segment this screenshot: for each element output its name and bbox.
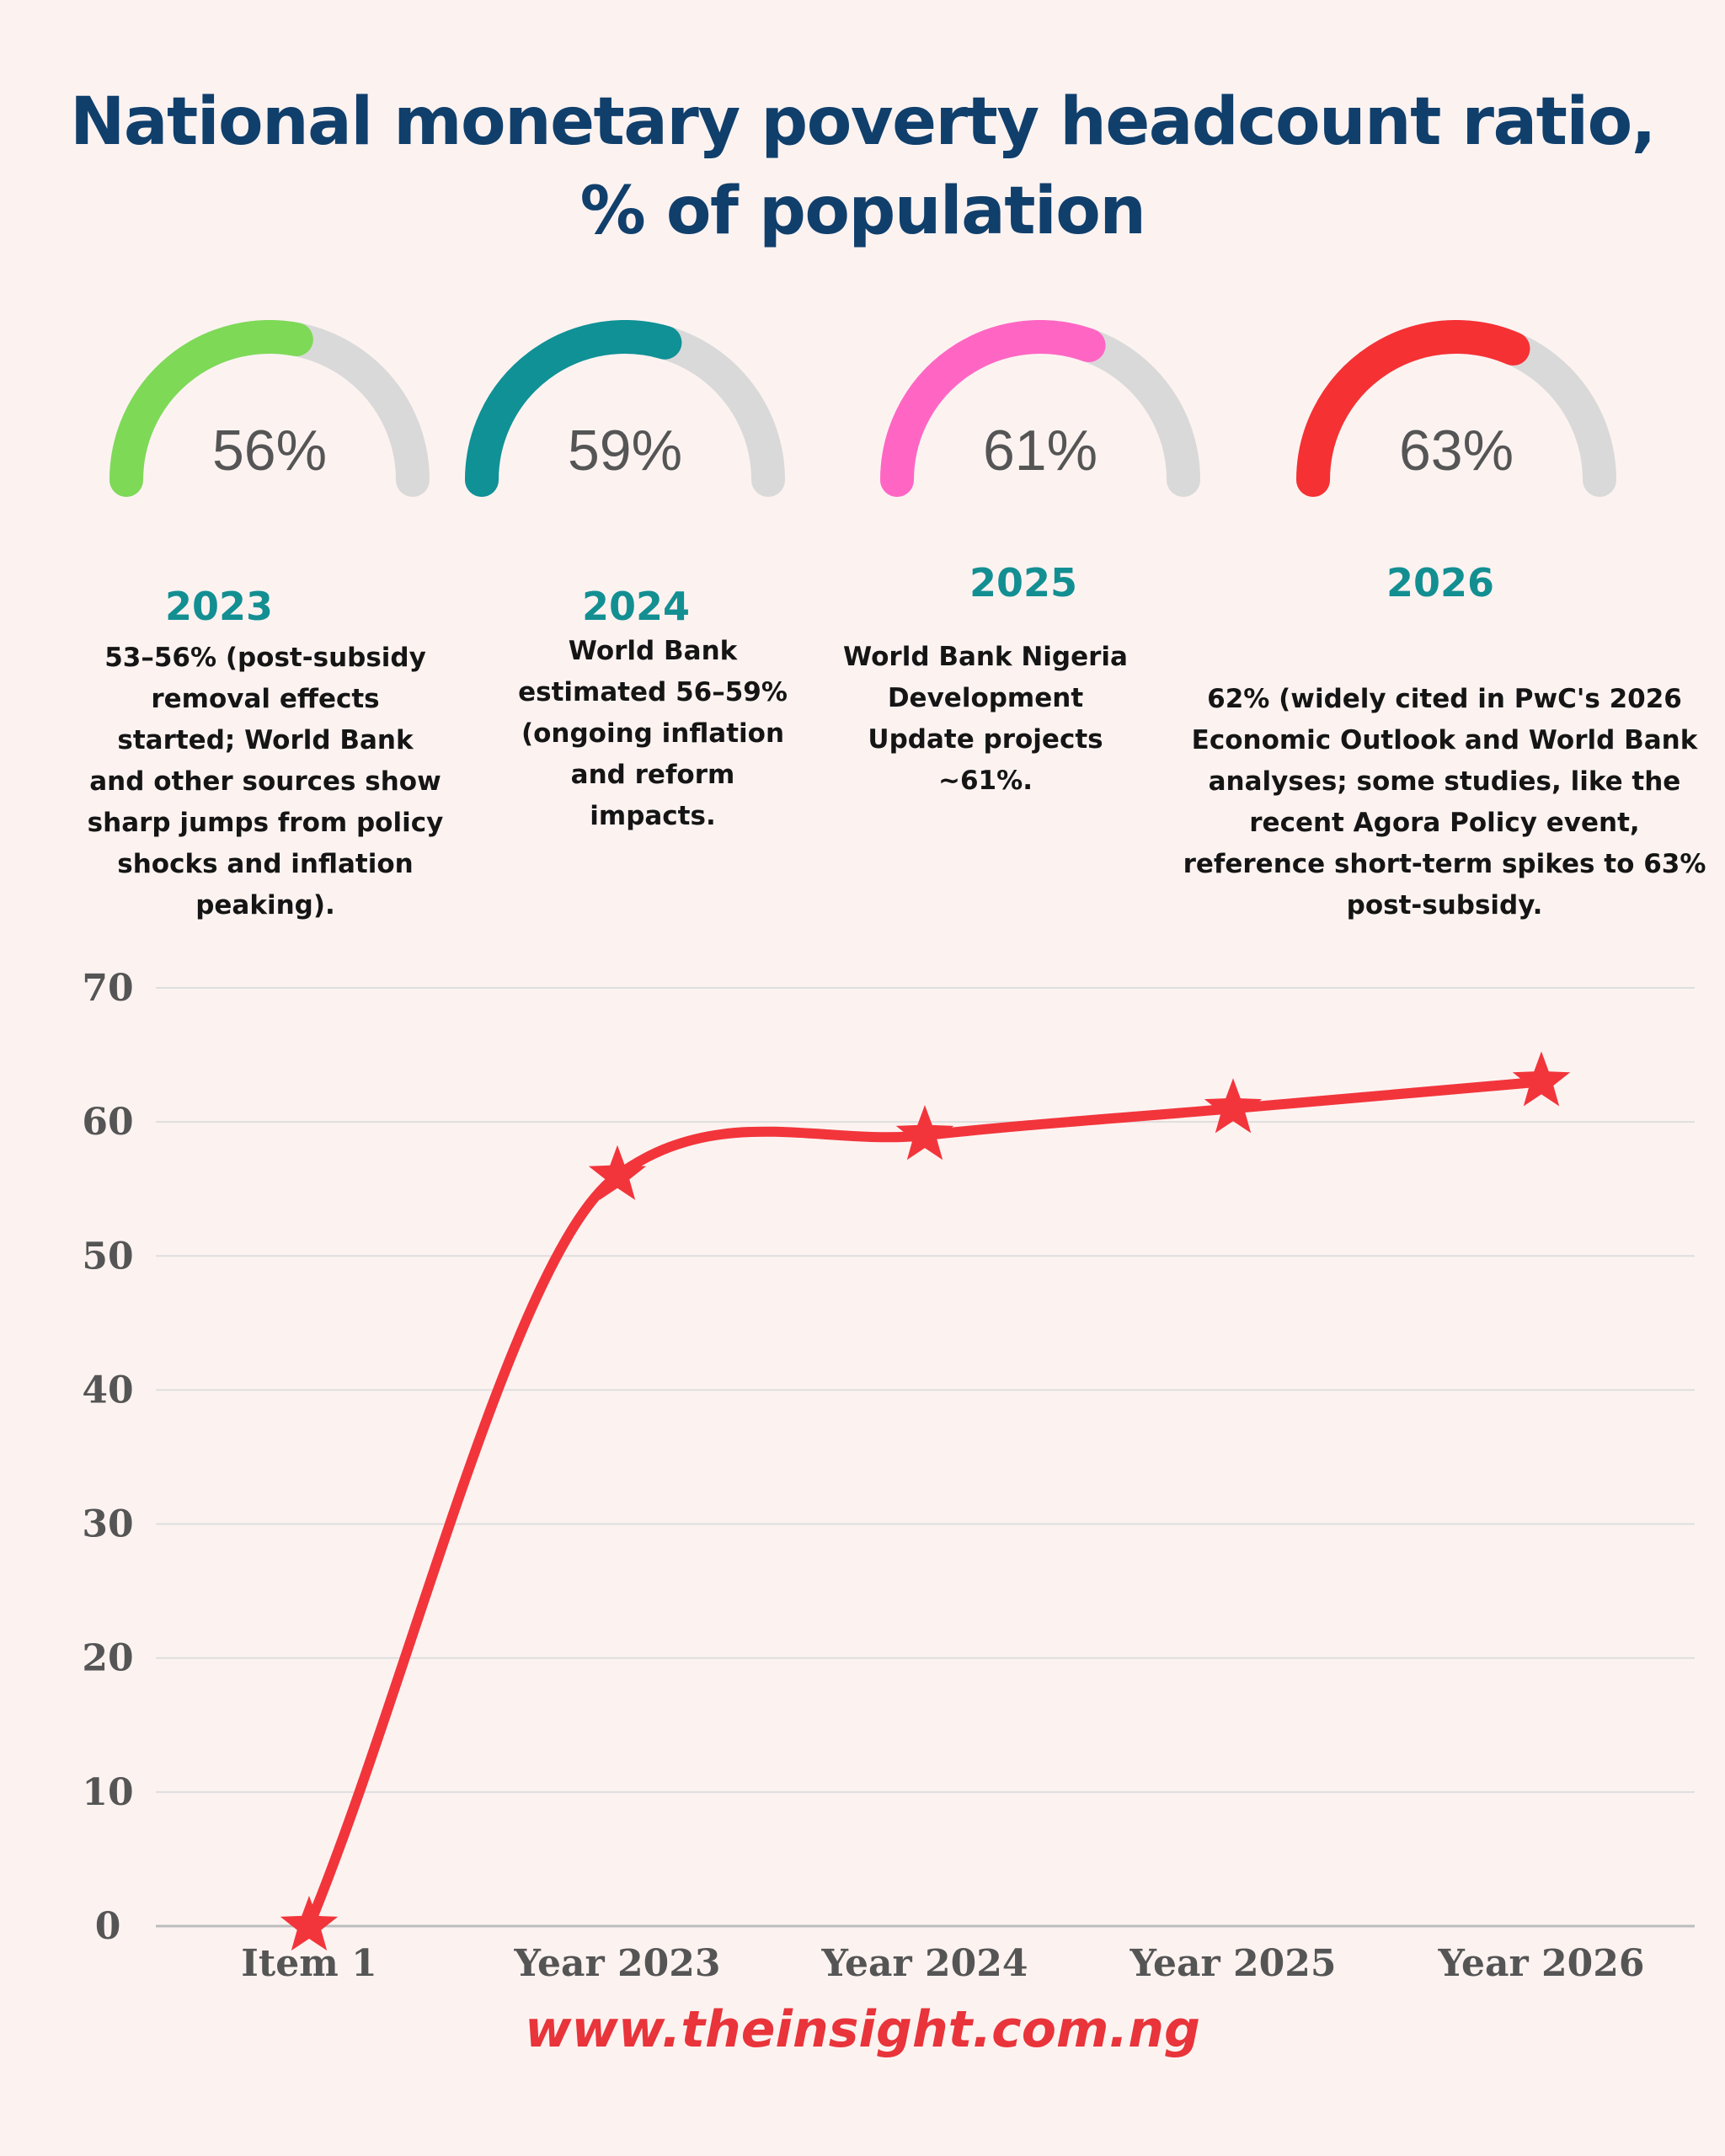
data-point-star [1204, 1078, 1263, 1134]
gauge-fill [109, 320, 313, 497]
x-tick-label: Item 1 [241, 1942, 377, 1985]
y-tick-label: 40 [82, 1369, 133, 1412]
x-tick-label: Year 2023 [513, 1942, 720, 1985]
year-heading-2026: 2026 [1386, 560, 1495, 606]
data-point-star [280, 1896, 339, 1951]
year-heading-2023: 2023 [164, 584, 274, 629]
gauge-arc [465, 320, 785, 497]
data-point-star [588, 1145, 647, 1200]
description-line: Economic Outlook and World Bank [1191, 725, 1698, 755]
year-heading-2025: 2025 [969, 560, 1078, 606]
website-url: www.theinsight.com.ng [525, 2000, 1200, 2059]
data-point-star [895, 1105, 954, 1161]
description-2025: World Bank Nigeria Development Update pr… [842, 637, 1129, 802]
description-line: Development [887, 683, 1084, 713]
x-tick-label: Year 2026 [1437, 1942, 1644, 1985]
data-point-star [1512, 1051, 1571, 1107]
gauge-arc [1296, 320, 1616, 497]
description-2024: World Bank estimated 56–59% (ongoing inf… [505, 631, 800, 837]
description-line: analyses; some studies, like the [1208, 766, 1681, 797]
gauge-value: 61% [982, 419, 1098, 483]
gauge-2025: 61% [863, 320, 1217, 505]
description-2026: 62% (widely cited in PwC's 2026 Economic… [1171, 679, 1718, 926]
chart-title-line-1: National monetary poverty headcount rati… [70, 84, 1656, 160]
description-line: peaking). [195, 890, 335, 921]
description-line: (ongoing inflation [521, 718, 785, 749]
gauge-value: 63% [1398, 419, 1514, 483]
description-line: 53–56% (post-subsidy [104, 643, 426, 673]
chart-title: National monetary poverty headcount rati… [0, 77, 1725, 256]
description-line: World Bank Nigeria [843, 642, 1128, 672]
description-2023: 53–56% (post-subsidy removal effects sta… [84, 638, 446, 926]
y-tick-label: 10 [82, 1771, 133, 1814]
gauge-arc [109, 320, 430, 497]
description-line: 62% (widely cited in PwC's 2026 [1207, 684, 1682, 714]
description-line: Update projects [868, 724, 1103, 755]
description-line: and other sources show [89, 766, 441, 797]
description-line: started; World Bank [117, 725, 414, 755]
gauge-fill [1296, 320, 1530, 497]
description-line: World Bank [568, 636, 738, 666]
series-line [304, 1076, 1546, 1931]
gauge-fill [880, 320, 1106, 497]
y-tick-label: 30 [82, 1503, 133, 1546]
description-line: post-subsidy. [1346, 890, 1543, 921]
x-tick-label: Year 2024 [820, 1942, 1028, 1985]
x-tick-label: Year 2025 [1129, 1942, 1336, 1985]
description-line: impacts. [590, 801, 716, 831]
description-line: sharp jumps from policy [87, 808, 444, 838]
y-tick-label: 50 [82, 1235, 133, 1278]
gauge-arc [880, 320, 1200, 497]
description-line: estimated 56–59% [518, 677, 788, 707]
y-tick-label: 60 [82, 1101, 133, 1144]
chart-title-line-2: % of population [579, 173, 1146, 249]
y-tick-label: 20 [82, 1637, 133, 1680]
description-line: removal effects [151, 684, 380, 714]
gauge-fill [465, 320, 682, 497]
gauge-2023: 56% [93, 320, 446, 505]
gauge-value: 59% [567, 419, 683, 483]
description-line: ~61%. [938, 766, 1033, 796]
gauge-2026: 63% [1279, 320, 1633, 505]
description-line: and reform [570, 760, 735, 790]
description-line: recent Agora Policy event, [1249, 808, 1640, 838]
gauge-value: 56% [211, 419, 328, 483]
gauge-2024: 59% [448, 320, 802, 505]
year-heading-2024: 2024 [581, 584, 691, 629]
description-line: reference short-term spikes to 63% [1183, 849, 1706, 879]
y-tick-label: 70 [82, 967, 133, 1010]
description-line: shocks and inflation [117, 849, 414, 879]
y-tick-label: 0 [95, 1905, 121, 1948]
